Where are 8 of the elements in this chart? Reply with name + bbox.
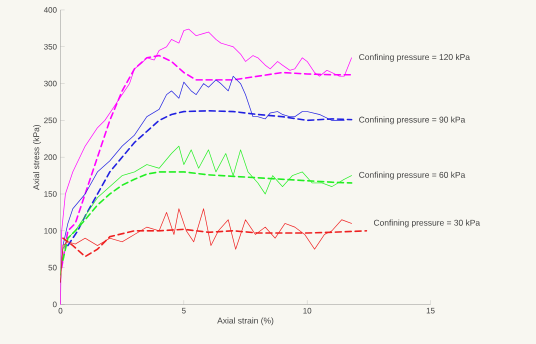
x-axis-title: Axial strain (%) (217, 317, 274, 326)
line-series (60, 28, 352, 305)
text: Confining pressure = 30 kPa (374, 219, 480, 228)
series-label: Confining pressure = 60 kPa (359, 172, 466, 180)
series-label: Confining pressure = 120 kPa (359, 54, 470, 62)
y-axis-title: Axial stress (kPa) (33, 124, 41, 190)
line-series (60, 146, 352, 276)
series-label: Confining pressure = 90 kPa (359, 116, 466, 124)
